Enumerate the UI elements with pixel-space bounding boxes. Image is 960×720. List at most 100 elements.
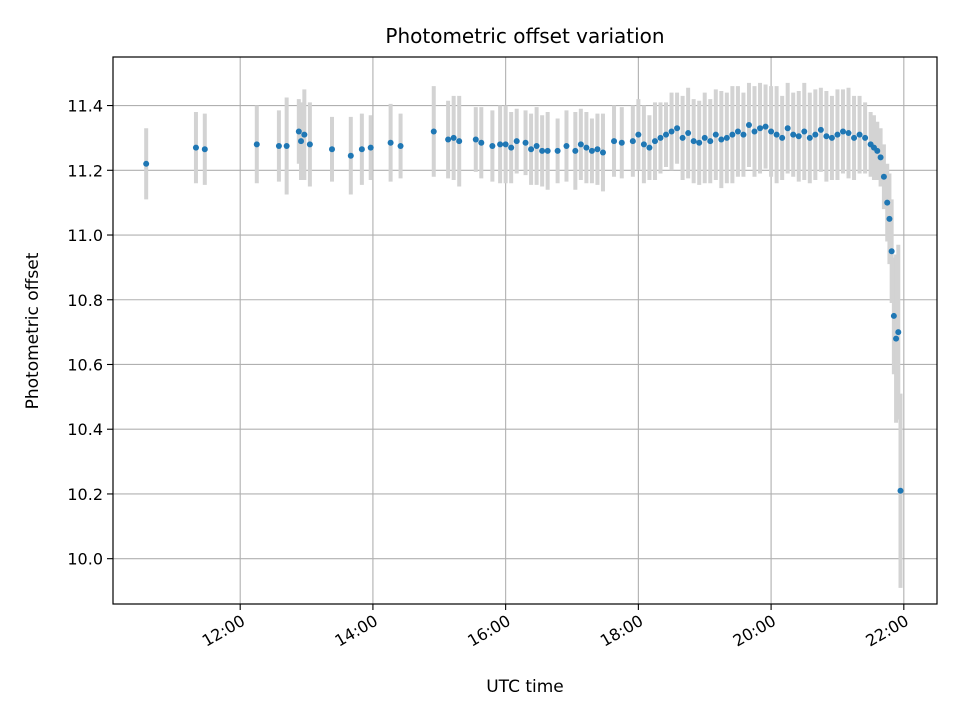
data-point — [773, 131, 780, 138]
data-point — [734, 128, 741, 135]
data-point — [397, 143, 404, 150]
data-point — [367, 144, 374, 151]
data-point — [897, 487, 904, 494]
data-point — [301, 131, 308, 138]
data-point — [298, 138, 305, 145]
data-point — [577, 141, 584, 148]
data-point — [823, 133, 830, 140]
data-point — [668, 128, 675, 135]
data-point — [192, 144, 199, 151]
data-point — [696, 139, 703, 146]
data-point — [646, 144, 653, 151]
data-point — [472, 136, 479, 143]
y-tick-label: 10.8 — [67, 291, 103, 310]
data-point — [851, 134, 858, 141]
data-point — [640, 141, 647, 148]
data-point — [801, 128, 808, 135]
data-point — [795, 133, 802, 140]
data-point — [358, 146, 365, 153]
data-point — [456, 138, 463, 145]
data-point — [690, 138, 697, 145]
data-point — [828, 134, 835, 141]
data-point — [430, 128, 437, 135]
data-point — [712, 131, 719, 138]
y-tick-label: 10.6 — [67, 355, 103, 374]
data-point — [599, 149, 606, 156]
data-point — [306, 141, 313, 148]
data-point — [679, 134, 686, 141]
data-point — [450, 134, 457, 141]
data-point — [201, 146, 208, 153]
data-point — [554, 147, 561, 154]
data-point — [762, 123, 769, 130]
data-point — [618, 139, 625, 146]
data-points — [143, 121, 904, 494]
data-point — [784, 125, 791, 132]
data-point — [544, 147, 551, 154]
y-tick-label: 11.0 — [67, 226, 103, 245]
data-point — [890, 312, 897, 319]
data-point — [513, 138, 520, 145]
y-tick-label: 10.4 — [67, 420, 103, 439]
data-point — [845, 130, 852, 137]
data-point — [508, 144, 515, 151]
data-point — [387, 139, 394, 146]
data-point — [629, 138, 636, 145]
data-point — [295, 128, 302, 135]
data-point — [888, 248, 895, 255]
plot-area — [112, 56, 938, 605]
data-point — [877, 154, 884, 161]
data-point — [701, 134, 708, 141]
chart-title: Photometric offset variation — [385, 24, 664, 48]
data-point — [806, 134, 813, 141]
y-tick-label: 11.2 — [67, 161, 103, 180]
data-point — [583, 144, 590, 151]
data-point — [874, 147, 881, 154]
data-point — [611, 138, 618, 145]
data-point — [528, 146, 535, 153]
x-axis-label: UTC time — [486, 677, 564, 697]
plot-frame — [112, 56, 938, 605]
data-point — [663, 131, 670, 138]
data-point — [812, 131, 819, 138]
data-point — [745, 121, 752, 128]
data-point — [563, 143, 570, 150]
data-point — [275, 143, 282, 150]
data-point — [862, 134, 869, 141]
data-point — [685, 130, 692, 137]
data-point — [572, 147, 579, 154]
data-point — [347, 152, 354, 159]
data-point — [478, 139, 485, 146]
y-axis-ticks: 10.0 10.2 10.4 10.6 10.8 11.0 11.2 11.4 — [67, 97, 113, 569]
data-point — [283, 143, 290, 150]
data-point — [757, 125, 764, 132]
data-point — [143, 160, 150, 167]
data-point — [729, 131, 736, 138]
data-point — [740, 131, 747, 138]
data-point — [522, 139, 529, 146]
y-axis-label: Photometric offset — [23, 252, 43, 409]
data-point — [817, 126, 824, 133]
data-point — [674, 125, 681, 132]
data-point — [779, 134, 786, 141]
data-point — [790, 131, 797, 138]
data-point — [657, 134, 664, 141]
data-point — [533, 143, 540, 150]
data-point — [707, 138, 714, 145]
data-point — [445, 136, 452, 143]
data-point — [635, 131, 642, 138]
data-point — [893, 335, 900, 342]
data-point — [880, 173, 887, 180]
data-point — [839, 128, 846, 135]
data-point — [884, 199, 891, 206]
data-point — [328, 146, 335, 153]
data-point — [751, 128, 758, 135]
data-point — [651, 138, 658, 145]
data-point — [497, 141, 504, 148]
y-tick-label: 10.0 — [67, 550, 103, 569]
data-point — [834, 131, 841, 138]
data-point — [539, 147, 546, 154]
data-point — [718, 136, 725, 143]
data-point — [886, 215, 893, 222]
